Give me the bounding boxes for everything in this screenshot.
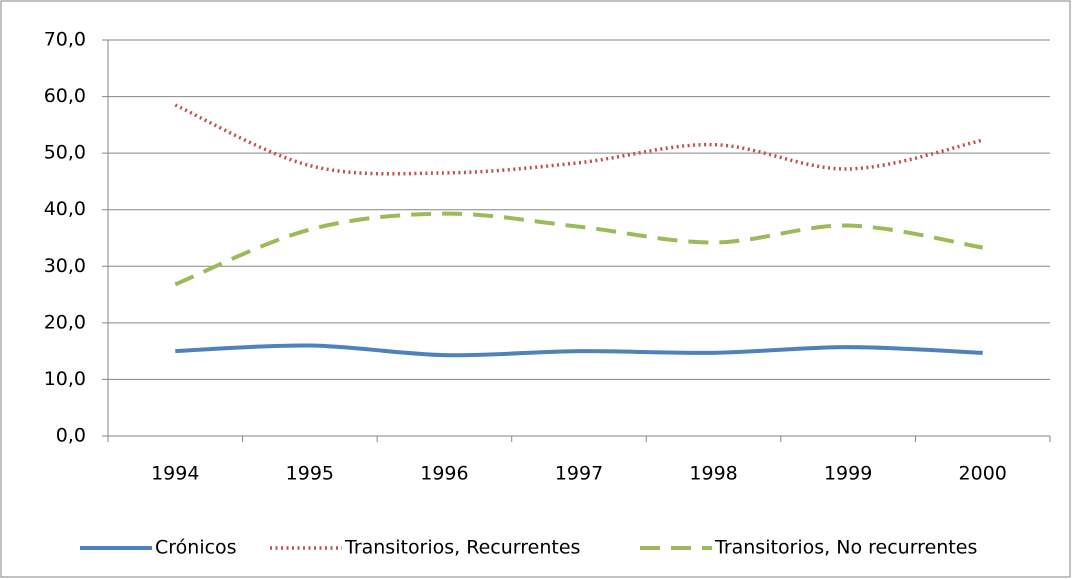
x-tick-label: 1994 <box>151 463 199 485</box>
legend-label: Transitorios, No recurrentes <box>714 537 977 559</box>
series-line <box>174 211 984 287</box>
x-tick-label: 1995 <box>286 463 334 485</box>
series-line <box>175 343 983 358</box>
y-tick-label: 30,0 <box>44 255 86 277</box>
x-tick-label: 2000 <box>959 463 1007 485</box>
y-tick-label: 70,0 <box>44 29 86 51</box>
legend-label: Transitorios, Recurrentes <box>344 537 580 559</box>
legend-label: Crónicos <box>155 537 237 559</box>
x-tick-label: 1998 <box>689 463 737 485</box>
x-tick-label: 1996 <box>420 463 468 485</box>
y-tick-label: 10,0 <box>44 368 86 390</box>
y-tick-label: 40,0 <box>44 198 86 220</box>
y-tick-label: 50,0 <box>44 142 86 164</box>
y-tick-label: 20,0 <box>44 311 86 333</box>
y-tick-label: 60,0 <box>44 85 86 107</box>
x-tick-label: 1997 <box>555 463 603 485</box>
x-tick-label: 1999 <box>824 463 872 485</box>
y-tick-label: 0,0 <box>56 425 86 447</box>
